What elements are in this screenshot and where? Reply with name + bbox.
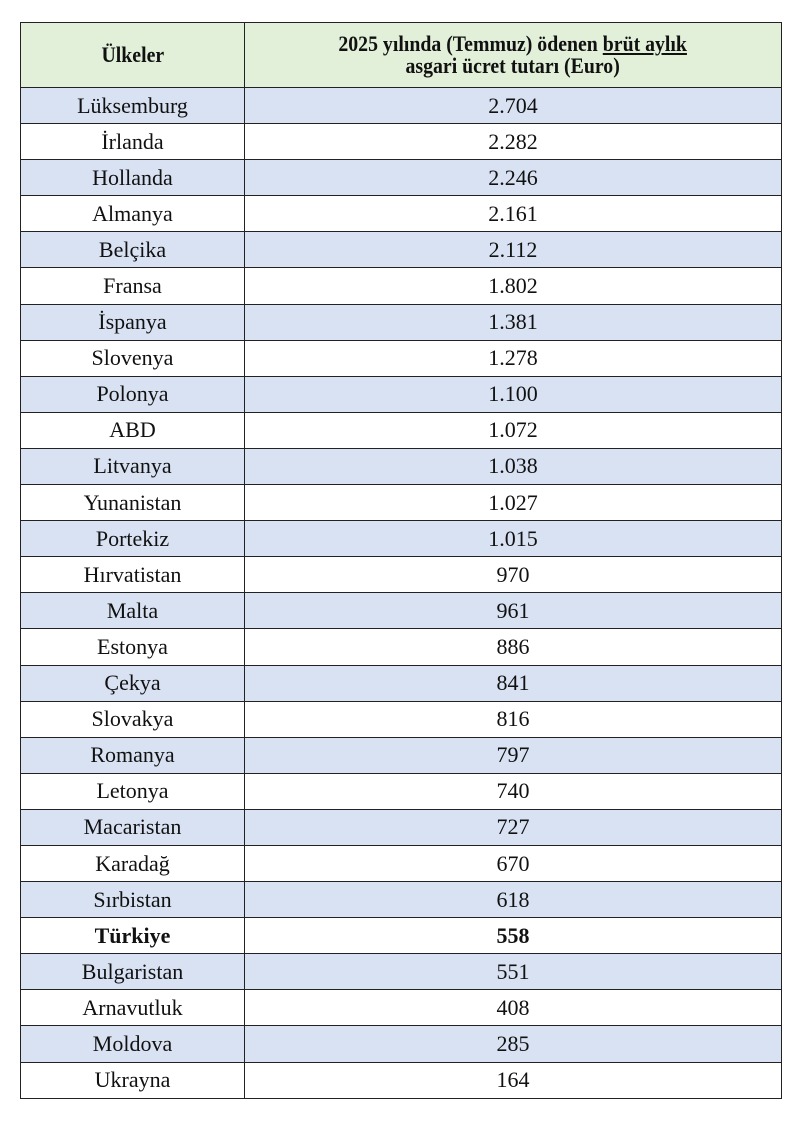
value-cell: 2.282 xyxy=(244,123,782,161)
header-country: Ülkeler xyxy=(20,22,245,88)
value-cell: 1.100 xyxy=(244,375,782,413)
table-row: Romanya 797 xyxy=(20,736,782,774)
country-cell: Almanya xyxy=(20,195,245,233)
table-row: Letonya 740 xyxy=(20,772,782,810)
minimum-wage-table: Ülkeler 2025 yılında (Temmuz) ödenen brü… xyxy=(20,22,782,1099)
country-cell: ABD xyxy=(20,411,245,449)
table-row: Hırvatistan 970 xyxy=(20,556,782,594)
value-cell: 970 xyxy=(244,556,782,594)
table-row: Moldova 285 xyxy=(20,1025,782,1063)
country-cell: Fransa xyxy=(20,267,245,305)
country-cell: Sırbistan xyxy=(20,881,245,919)
value-cell: 670 xyxy=(244,844,782,883)
country-cell: Hırvatistan xyxy=(20,556,245,594)
value-cell: 2.246 xyxy=(244,159,782,197)
value-cell: 1.802 xyxy=(244,267,782,305)
table-row: İrlanda 2.282 xyxy=(20,123,782,161)
table-row: Belçika 2.112 xyxy=(20,231,782,269)
country-cell: Slovakya xyxy=(20,700,245,738)
country-cell: Moldova xyxy=(20,1025,245,1063)
header-value-part2: asgari ücret tutarı (Euro) xyxy=(405,53,621,78)
table-row: Slovakya 816 xyxy=(20,700,782,738)
country-cell: Yunanistan xyxy=(20,484,245,522)
value-cell: 1.038 xyxy=(244,447,782,486)
country-cell: İrlanda xyxy=(20,123,245,161)
value-cell: 841 xyxy=(244,664,782,702)
value-cell: 558 xyxy=(244,917,782,955)
table-row: Fransa 1.802 xyxy=(20,267,782,305)
country-cell: Romanya xyxy=(20,736,245,774)
table-row: Arnavutluk 408 xyxy=(20,989,782,1027)
country-cell: Polonya xyxy=(20,375,245,413)
table-row: İspanya 1.381 xyxy=(20,303,782,341)
header-row: Ülkeler 2025 yılında (Temmuz) ödenen brü… xyxy=(20,22,782,88)
table-row: Lüksemburg 2.704 xyxy=(20,86,782,125)
value-cell: 2.112 xyxy=(244,231,782,269)
country-cell: Estonya xyxy=(20,628,245,666)
value-cell: 1.381 xyxy=(244,303,782,341)
value-cell: 551 xyxy=(244,953,782,991)
table-row: Hollanda 2.246 xyxy=(20,159,782,197)
country-cell: Macaristan xyxy=(20,808,245,846)
table-row: ABD 1.072 xyxy=(20,411,782,449)
country-cell: Letonya xyxy=(20,772,245,810)
table-row: Slovenya 1.278 xyxy=(20,339,782,377)
table-row: Litvanya 1.038 xyxy=(20,447,782,486)
table-row: Macaristan 727 xyxy=(20,808,782,846)
table-row: Malta 961 xyxy=(20,592,782,630)
header-value: 2025 yılında (Temmuz) ödenen brüt aylık a… xyxy=(244,22,782,88)
value-cell: 285 xyxy=(244,1025,782,1063)
table-row: Bulgaristan 551 xyxy=(20,953,782,991)
value-cell: 1.072 xyxy=(244,411,782,449)
table-row: Çekya 841 xyxy=(20,664,782,702)
country-cell: Belçika xyxy=(20,231,245,269)
header-value-text: 2025 yılında (Temmuz) ödenen brüt aylık a… xyxy=(339,33,688,77)
value-cell: 727 xyxy=(244,808,782,846)
table-row: Yunanistan 1.027 xyxy=(20,484,782,522)
value-cell: 618 xyxy=(244,881,782,919)
country-cell: Türkiye xyxy=(20,917,245,955)
table-row: Portekiz 1.015 xyxy=(20,520,782,558)
country-cell: Portekiz xyxy=(20,520,245,558)
value-cell: 816 xyxy=(244,700,782,738)
header-country-label: Ülkeler xyxy=(101,42,164,67)
table-row: Ukrayna 164 xyxy=(20,1061,782,1099)
header-value-underlined: brüt aylık xyxy=(603,31,688,56)
value-cell: 1.015 xyxy=(244,520,782,558)
country-cell: İspanya xyxy=(20,303,245,341)
value-cell: 2.704 xyxy=(244,86,782,125)
value-cell: 740 xyxy=(244,772,782,810)
value-cell: 797 xyxy=(244,736,782,774)
country-cell: Slovenya xyxy=(20,339,245,377)
header-value-part1: 2025 yılında (Temmuz) ödenen xyxy=(338,31,604,56)
table-row: Sırbistan 618 xyxy=(20,881,782,919)
value-cell: 1.027 xyxy=(244,484,782,522)
country-cell: Arnavutluk xyxy=(20,989,245,1027)
country-cell: Çekya xyxy=(20,664,245,702)
table-row: Almanya 2.161 xyxy=(20,195,782,233)
value-cell: 2.161 xyxy=(244,195,782,233)
country-cell: Hollanda xyxy=(20,159,245,197)
value-cell: 408 xyxy=(244,989,782,1027)
country-cell: Bulgaristan xyxy=(20,953,245,991)
value-cell: 1.278 xyxy=(244,339,782,377)
value-cell: 886 xyxy=(244,628,782,666)
country-cell: Litvanya xyxy=(20,447,245,486)
country-cell: Malta xyxy=(20,592,245,630)
country-cell: Ukrayna xyxy=(20,1061,245,1099)
value-cell: 164 xyxy=(244,1061,782,1099)
value-cell: 961 xyxy=(244,592,782,630)
country-cell: Karadağ xyxy=(20,844,245,883)
country-cell: Lüksemburg xyxy=(20,86,245,125)
table-row: Estonya 886 xyxy=(20,628,782,666)
table-row: Polonya 1.100 xyxy=(20,375,782,413)
table-row: Karadağ 670 xyxy=(20,844,782,883)
table-row: Türkiye 558 xyxy=(20,917,782,955)
